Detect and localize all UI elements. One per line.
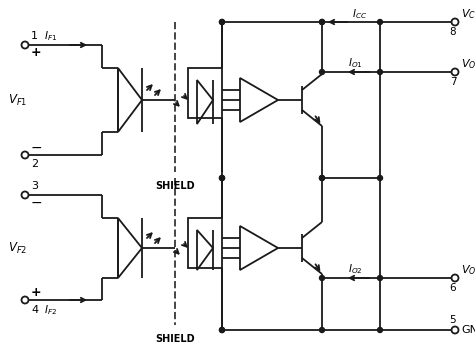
Text: 4: 4 [31,305,38,315]
Bar [188,68,222,118]
Circle shape [219,19,225,24]
Text: $I_{CC}$: $I_{CC}$ [352,7,367,21]
Text: −: − [31,196,43,210]
Circle shape [320,176,324,181]
Text: GND: GND [461,325,475,335]
Text: $I_{F1}$: $I_{F1}$ [44,29,57,43]
Circle shape [378,176,382,181]
Circle shape [320,69,324,74]
Text: $V_{F2}$: $V_{F2}$ [8,240,27,256]
Text: 5: 5 [450,315,456,325]
Text: $V_{O1}$: $V_{O1}$ [461,57,475,71]
Text: $V_{F1}$: $V_{F1}$ [8,92,27,108]
Circle shape [219,19,225,24]
Circle shape [320,176,324,181]
Circle shape [378,327,382,332]
Text: −: − [31,141,43,155]
Circle shape [320,19,324,24]
Circle shape [219,176,225,181]
Text: $V_{CC}$: $V_{CC}$ [461,7,475,21]
Text: 1: 1 [31,31,38,41]
Text: 7: 7 [450,77,456,87]
Text: +: + [31,46,42,59]
Text: $I_{O1}$: $I_{O1}$ [348,56,363,70]
Text: $I_{F2}$: $I_{F2}$ [44,303,57,317]
Text: SHIELD: SHIELD [155,334,195,344]
Text: $V_{O2}$: $V_{O2}$ [461,263,475,277]
Circle shape [378,69,382,74]
Text: SHIELD: SHIELD [155,181,195,191]
Circle shape [219,176,225,181]
Text: +: + [31,286,42,299]
Circle shape [378,275,382,280]
Circle shape [320,327,324,332]
Circle shape [219,327,225,332]
Text: $I_{O2}$: $I_{O2}$ [348,262,362,276]
Text: 2: 2 [31,159,38,169]
Circle shape [219,327,225,332]
Text: 8: 8 [450,27,456,37]
Circle shape [320,275,324,280]
Text: 6: 6 [450,283,456,293]
Circle shape [320,19,324,24]
Circle shape [378,19,382,24]
Text: 3: 3 [31,181,38,191]
Bar [188,218,222,268]
